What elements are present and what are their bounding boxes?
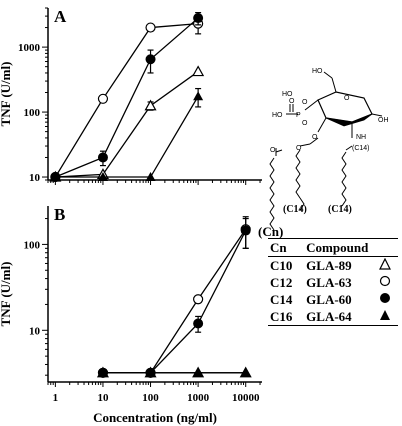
struct-label: (C14) <box>352 145 370 152</box>
chain-2 <box>341 151 347 207</box>
x-tick-label: 100 <box>142 392 159 404</box>
struct-label-c14: (C14) <box>328 204 352 215</box>
legend-header-compound: Compound <box>304 238 398 257</box>
data-point <box>193 318 204 329</box>
data-point <box>145 367 156 377</box>
amide-bond <box>345 145 353 151</box>
series-line <box>102 228 247 374</box>
y-tick-label: 10 <box>29 325 41 337</box>
struct-label-cn: (Cn) <box>258 224 283 239</box>
struct-label: O <box>344 95 350 102</box>
struct-label: O <box>270 147 276 154</box>
o-bond <box>304 99 319 111</box>
data-point <box>97 367 108 377</box>
open-circle-marker <box>379 275 391 287</box>
legend-compound: GLA-63 <box>306 275 352 290</box>
data-point <box>145 172 156 182</box>
acyl-bond <box>309 137 319 145</box>
y-tick-label: 100 <box>24 107 41 119</box>
x-tick-label: 1000 <box>187 392 210 404</box>
struct-label: NH <box>356 134 366 141</box>
data-point <box>193 13 204 24</box>
data-point <box>97 152 108 163</box>
series-line <box>55 17 199 178</box>
struct-label: HO <box>312 68 323 75</box>
series-line <box>54 22 199 178</box>
legend-cn: C12 <box>270 275 293 290</box>
data-point <box>97 172 108 182</box>
struct-label: O <box>312 134 318 141</box>
ch2-bond <box>331 77 337 93</box>
data-point <box>240 225 251 236</box>
x-tick-label: 1 <box>53 392 59 404</box>
y-tick-label: 100 <box>24 239 41 251</box>
struct-label: O <box>302 99 308 106</box>
series-line <box>55 71 199 178</box>
data-point <box>97 93 109 104</box>
legend-compound: GLA-89 <box>306 258 352 273</box>
y-tick-label: 10 <box>29 172 41 184</box>
struct-label: O <box>289 98 295 105</box>
panel-label: B <box>54 205 65 224</box>
x-tick-label: 10 <box>97 392 109 404</box>
struct-label: O <box>296 145 302 152</box>
open-triangle-marker <box>379 257 391 270</box>
oh-anomeric-bond <box>371 113 383 117</box>
panel-label: A <box>54 7 67 26</box>
series-line <box>55 95 199 178</box>
chain-1-tail <box>299 197 305 211</box>
ring-bold-edge <box>325 113 373 127</box>
legend-table: Cn Compound C10 GLA-89 C12 GLA-63 C14 GL… <box>268 238 398 326</box>
ester-bond <box>317 117 327 133</box>
chain-3 <box>269 157 275 231</box>
data-point <box>193 367 204 377</box>
y-axis-label: TNF (U/ml) <box>0 62 13 127</box>
chain-1 <box>295 149 301 199</box>
panel-a-chart: 10 100 1000 TNF (U/ml) A <box>0 7 262 185</box>
acyl-bond-2 <box>299 143 311 147</box>
legend-cn: C14 <box>270 292 293 307</box>
struct-label: HO <box>282 91 293 98</box>
legend-header-cn: Cn <box>268 238 305 257</box>
data-point <box>145 22 156 33</box>
filled-circle-marker <box>380 293 390 303</box>
oh-bond <box>323 71 333 79</box>
struct-label: O <box>302 120 308 127</box>
data-point <box>240 367 251 377</box>
x-axis-label: Concentration (ng/ml) <box>93 410 217 425</box>
legend-compound: GLA-64 <box>304 308 372 326</box>
series-line <box>102 230 247 374</box>
struct-label: HO <box>272 112 283 119</box>
ester2-bond <box>275 149 283 153</box>
data-point <box>144 99 157 111</box>
y-axis-label: TNF (U/ml) <box>0 262 13 327</box>
struct-label-c14: (C14) <box>283 204 307 215</box>
filled-triangle-marker <box>380 310 390 320</box>
data-point <box>145 54 156 65</box>
x-tick-label: 10000 <box>232 392 260 404</box>
legend-cn: C10 <box>270 258 293 273</box>
struct-label: OH <box>378 117 389 124</box>
struct-label: P <box>296 112 301 119</box>
panel-b-chart: 10 100 1 10 100 1000 10000 TNF (U/ml) Concentrat… <box>0 205 262 425</box>
data-point <box>50 172 61 182</box>
data-point <box>193 91 204 101</box>
legend-compound: GLA-60 <box>306 292 352 307</box>
chemical-structure: HO HO HO P O O O O O O O NH OH (C14) (C1… <box>258 68 389 239</box>
data-point <box>193 294 204 305</box>
y-tick-label: 1000 <box>18 42 41 54</box>
legend-cn: C16 <box>268 308 305 326</box>
data-point <box>192 65 205 77</box>
